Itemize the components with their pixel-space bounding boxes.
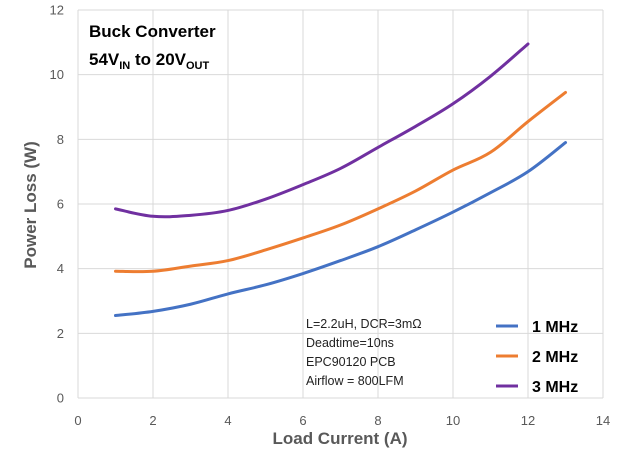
x-tick-label: 0 bbox=[74, 413, 81, 428]
legend-label-3mhz: 3 MHz bbox=[532, 379, 578, 396]
y-tick-label: 2 bbox=[57, 326, 64, 341]
note-line-2: Deadtime=10ns bbox=[306, 336, 394, 350]
series-line-1mhz bbox=[114, 141, 567, 318]
chart-title: Buck Converter 54VIN to 20VOUT bbox=[89, 22, 216, 72]
legend-label-1mhz: 1 MHz bbox=[532, 319, 578, 336]
legend: 1 MHz 2 MHz 3 MHz bbox=[496, 319, 578, 396]
y-tick-label: 6 bbox=[57, 197, 64, 212]
note-line-3: EPC90120 PCB bbox=[306, 355, 396, 369]
chart-title-line1: Buck Converter bbox=[89, 22, 216, 41]
series-line-3mhz bbox=[114, 42, 530, 219]
title-to-vout: to 20V bbox=[130, 50, 186, 69]
x-tick-labels: 0 2 4 6 8 10 12 14 bbox=[74, 413, 610, 428]
legend-label-2mhz: 2 MHz bbox=[532, 349, 578, 366]
y-tick-label: 12 bbox=[50, 3, 64, 18]
conditions-note: L=2.2uH, DCR=3mΩ Deadtime=10ns EPC90120 … bbox=[306, 317, 422, 388]
y-tick-label: 10 bbox=[50, 67, 64, 82]
x-axis-title: Load Current (A) bbox=[272, 429, 407, 448]
note-line-4: Airflow = 800LFM bbox=[306, 374, 404, 388]
y-tick-labels: 0 2 4 6 8 10 12 bbox=[50, 3, 64, 406]
title-vin: 54V bbox=[89, 50, 120, 69]
x-tick-label: 2 bbox=[149, 413, 156, 428]
series-lines bbox=[114, 42, 567, 318]
y-axis-title: Power Loss (W) bbox=[21, 141, 40, 269]
x-tick-label: 10 bbox=[446, 413, 460, 428]
x-tick-label: 4 bbox=[224, 413, 231, 428]
y-tick-label: 4 bbox=[57, 261, 64, 276]
y-tick-label: 8 bbox=[57, 132, 64, 147]
x-tick-label: 14 bbox=[596, 413, 610, 428]
note-line-1: L=2.2uH, DCR=3mΩ bbox=[306, 317, 422, 331]
x-tick-label: 6 bbox=[299, 413, 306, 428]
y-tick-label: 0 bbox=[57, 391, 64, 406]
x-tick-label: 12 bbox=[521, 413, 535, 428]
x-tick-label: 8 bbox=[374, 413, 381, 428]
title-vout-sub: OUT bbox=[186, 60, 210, 72]
title-vin-sub: IN bbox=[119, 60, 130, 72]
series-line-2mhz bbox=[114, 90, 567, 274]
chart-title-line2: 54VIN to 20VOUT bbox=[89, 50, 210, 72]
